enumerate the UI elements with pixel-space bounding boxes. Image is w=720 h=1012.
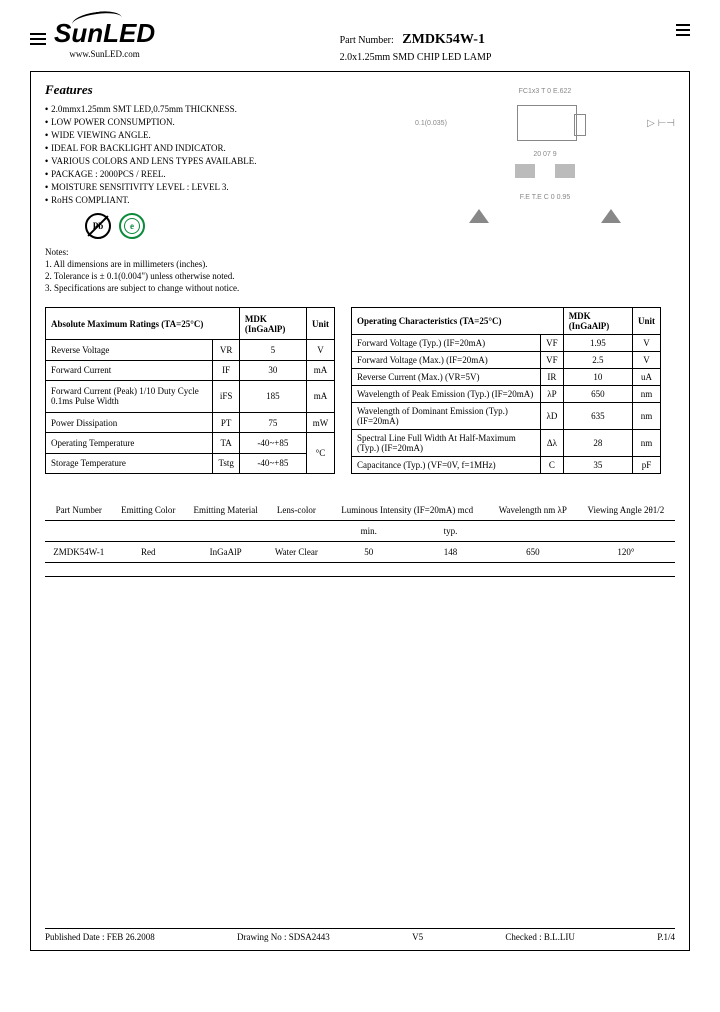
dim-label: FC1x3 T 0 E.622 [415,88,675,95]
note-item: 2. Tolerance is ± 0.1(0.004") unless oth… [45,271,399,281]
logo: SunLED www.SunLED.com [54,18,155,59]
corner-marks-icon [676,24,690,36]
feature-item: PACKAGE : 2000PCS / REEL. [45,169,399,179]
table-row: Forward CurrentIF30mA [46,360,335,380]
notes-title: Notes: [45,247,399,257]
profile-icon [601,209,621,223]
table-row: Reverse VoltageVR5V [46,340,335,360]
table-row [45,563,675,577]
pn-value: ZMDK54W-1 [402,32,485,47]
table-row: Capacitance (Typ.) (VF=0V, f=1MHz)C35pF [352,457,661,474]
table-row: Wavelength of Peak Emission (Typ.) (IF=2… [352,386,661,403]
table-row [45,577,675,591]
compliance-badges: Pb e [85,213,399,239]
profile-icon [469,209,489,223]
table-row: ZMDK54W-1 Red InGaAlP Water Clear 50 148… [45,542,675,563]
dim-label: 20 07 9 [415,151,675,158]
part-number-block: Part Number: ZMDK54W-1 2.0x1.25mm SMD CH… [340,32,492,63]
page-no: P.1/4 [657,932,675,942]
table-row: Forward Current (Peak) 1/10 Duty Cycle 0… [46,380,335,412]
footer: Published Date : FEB 26.2008 Drawing No … [45,928,675,942]
table-subheader-row: min. typ. [45,521,675,542]
datasheet-page: SunLED www.SunLED.com Part Number: ZMDK5… [0,0,720,1012]
feature-item: 2.0mmx1.25mm SMT LED,0.75mm THICKNESS. [45,104,399,114]
package-outline-icon [517,105,577,141]
feature-item: IDEAL FOR BACKLIGHT AND INDICATOR. [45,143,399,153]
dim-label: F.E T.E C 0 0.95 [415,194,675,201]
note-item: 3. Specifications are subject to change … [45,283,399,293]
feature-item: VARIOUS COLORS AND LENS TYPES AVAILABLE. [45,156,399,166]
notes-section: Notes: 1. All dimensions are in millimet… [45,247,399,293]
subtitle: 2.0x1.25mm SMD CHIP LED LAMP [340,52,492,63]
table-row: Operating TemperatureTA-40~+85°C [46,433,335,453]
logo-url: www.SunLED.com [54,49,155,59]
table-row: Power DissipationPT75mW [46,413,335,433]
main-frame: Features 2.0mmx1.25mm SMT LED,0.75mm THI… [30,71,690,951]
operating-char-table: Operating Characteristics (TA=25°C) MDK … [351,307,661,474]
features-section: Features 2.0mmx1.25mm SMT LED,0.75mm THI… [45,82,399,295]
features-title: Features [45,82,399,98]
checked-by: Checked : B.L.LIU [505,932,574,942]
col-unit: Unit [306,308,334,340]
dim-label: 0.1(0.035) [415,120,447,127]
footprint-icon [415,164,675,178]
rohs-icon: e [119,213,145,239]
part-spec-table: Part Number Emitting Color Emitting Mate… [45,500,675,591]
col-mdk: MDK (InGaAlP) [563,308,632,335]
polarity-icon: ▷ ⊢⊣ [647,118,675,129]
features-list: 2.0mmx1.25mm SMT LED,0.75mm THICKNESS. L… [45,104,399,205]
drawing-no: Drawing No : SDSA2443 [237,932,330,942]
pub-date: Published Date : FEB 26.2008 [45,932,155,942]
tables-row: Absolute Maximum Ratings (TA=25°C) MDK (… [45,307,675,474]
header: SunLED www.SunLED.com Part Number: ZMDK5… [30,18,690,63]
feature-item: LOW POWER CONSUMPTION. [45,117,399,127]
package-drawing: FC1x3 T 0 E.622 0.1(0.035) ▷ ⊢⊣ 20 07 9 … [415,82,675,295]
table-row: Spectral Line Full Width At Half-Maximum… [352,430,661,457]
table-header-row: Part Number Emitting Color Emitting Mate… [45,500,675,521]
col-mdk: MDK (InGaAlP) [239,308,306,340]
pb-free-icon: Pb [85,213,111,239]
table-row: Storage TemperatureTstg-40~+85 [46,453,335,473]
col-unit: Unit [632,308,660,335]
version: V5 [412,932,423,942]
note-item: 1. All dimensions are in millimeters (in… [45,259,399,269]
pn-label: Part Number: [340,35,394,46]
logo-block: SunLED www.SunLED.com [30,18,155,59]
table-row: Wavelength of Dominant Emission (Typ.) (… [352,403,661,430]
op-title: Operating Characteristics (TA=25°C) [352,308,564,335]
table-row: Forward Voltage (Max.) (IF=20mA)VF2.5V [352,352,661,369]
feature-item: MOISTURE SENSITIVITY LEVEL : LEVEL 3. [45,182,399,192]
feature-item: WIDE VIEWING ANGLE. [45,130,399,140]
feature-item: RoHS COMPLIANT. [45,195,399,205]
table-row: Forward Voltage (Typ.) (IF=20mA)VF1.95V [352,335,661,352]
abs-max-table: Absolute Maximum Ratings (TA=25°C) MDK (… [45,307,335,474]
table-row: Reverse Current (Max.) (VR=5V)IR10uA [352,369,661,386]
menu-icon [30,33,46,45]
abs-title: Absolute Maximum Ratings (TA=25°C) [46,308,240,340]
